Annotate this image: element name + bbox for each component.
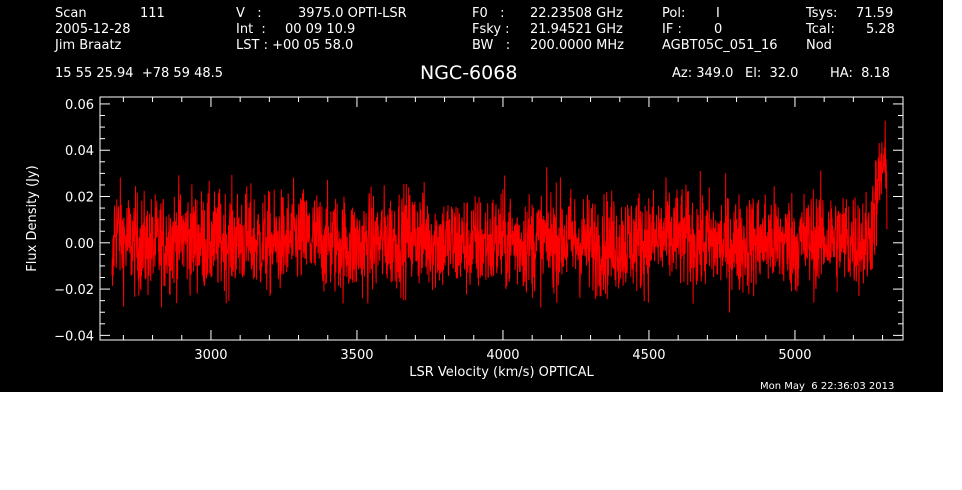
plot-timestamp: Mon May 6 22:36:03 2013	[760, 381, 895, 392]
project-id: AGBT05C_051_16	[662, 38, 778, 53]
obs-date: 2005-12-28	[55, 22, 131, 37]
y-tick-label: 0.00	[65, 237, 94, 252]
x-tick-label: 3500	[340, 348, 373, 363]
y-axis-label: Flux Density (Jy)	[25, 165, 40, 271]
y-tick-label: 0.02	[65, 191, 94, 206]
f0-value: 22.23508 GHz	[530, 6, 623, 21]
fsky-label: Fsky :	[472, 22, 510, 37]
pol-value: I	[716, 6, 720, 21]
fsky-value: 21.94521 GHz	[530, 22, 623, 37]
tcal-label: Tcal:	[806, 22, 835, 37]
if-value: 0	[714, 22, 723, 37]
x-axis-label: LSR Velocity (km/s) OPTICAL	[409, 365, 594, 380]
spectrum-panel: Scan 111 2005-12-28 Jim Braatz 15 55 25.…	[0, 0, 943, 392]
y-tick-label: −0.02	[54, 283, 94, 298]
tsys-value: 71.59	[856, 6, 894, 21]
plot-frame	[99, 96, 904, 341]
scan-label: Scan	[55, 6, 87, 21]
tsys-label: Tsys:	[806, 6, 838, 21]
spectrum-trace	[111, 120, 888, 313]
bw-label: BW :	[472, 38, 511, 53]
x-tick-label: 4500	[632, 348, 665, 363]
x-tick-label: 3000	[194, 348, 227, 363]
source-name: NGC-6068	[420, 62, 518, 84]
obs-mode: Nod	[806, 38, 832, 53]
x-tick-label: 5000	[778, 348, 811, 363]
y-tick-label: −0.04	[54, 329, 94, 344]
observer: Jim Braatz	[55, 38, 122, 53]
spectrum-plot: 3000 3500 4000 4500 5000 −0.04 −0.02 0.00 0.02 0.…	[25, 96, 904, 380]
pol-label: Pol:	[662, 6, 686, 21]
y-tick-label: 0.04	[65, 144, 94, 159]
int-label: Int :	[236, 22, 266, 37]
source-coordinates: 15 55 25.94 +78 59 48.5	[55, 66, 224, 81]
hour-angle: HA: 8.18	[830, 66, 891, 81]
int-value: 00 09 10.9	[285, 22, 356, 37]
y-tick-label: 0.06	[65, 98, 94, 113]
bw-value: 200.0000 MHz	[530, 38, 624, 53]
azimuth: Az: 349.0	[672, 66, 734, 81]
if-label: IF :	[662, 22, 682, 37]
tcal-value: 5.28	[866, 22, 895, 37]
x-tick-label: 4000	[486, 348, 519, 363]
lst-label: LST : +00 05 58.0	[236, 38, 354, 53]
velocity-label: V :	[236, 6, 262, 21]
elevation: El: 32.0	[745, 66, 799, 81]
f0-label: F0 :	[472, 6, 505, 21]
velocity-value: 3975.0 OPTI-LSR	[298, 6, 407, 21]
scan-value: 111	[140, 6, 165, 21]
